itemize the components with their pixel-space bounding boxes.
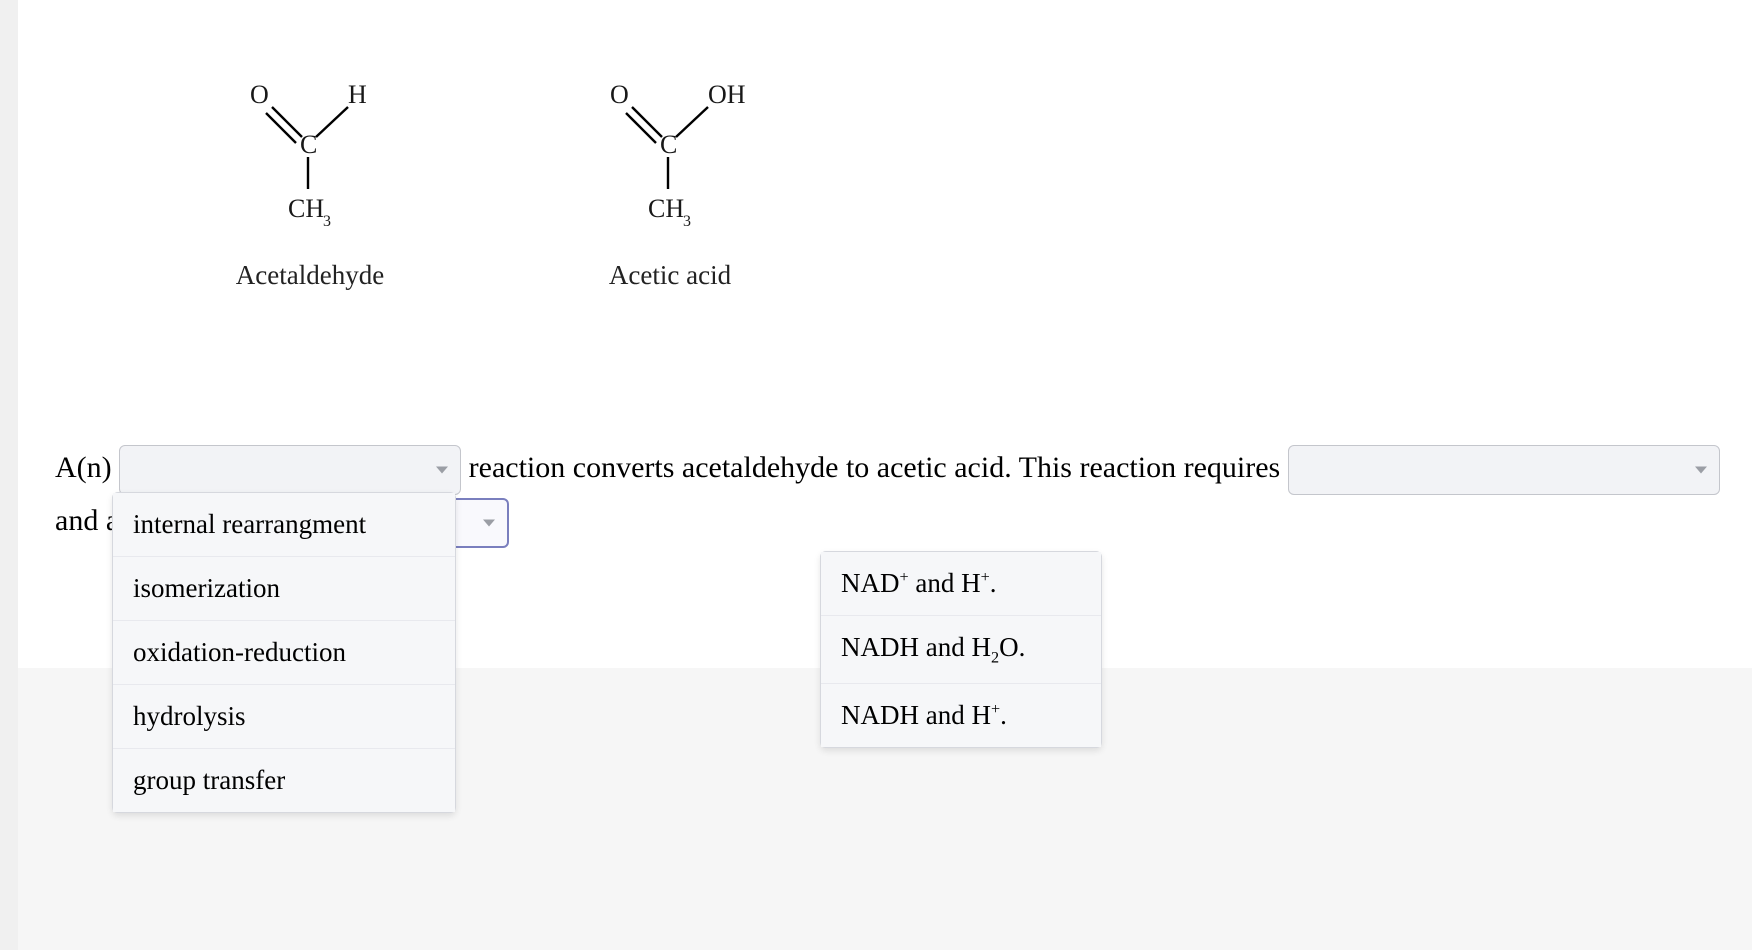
select-reaction-type[interactable] [119,445,461,495]
svg-text:3: 3 [323,213,331,230]
svg-text:O: O [610,85,629,109]
dropdown-reaction-type-option[interactable]: internal rearrangment [113,493,455,557]
svg-text:O: O [250,85,269,109]
dropdown-produces-option[interactable]: NAD+ and H+. [821,552,1101,616]
dropdown-reaction-type-option[interactable]: isomerization [113,557,455,621]
svg-text:C: C [660,130,677,159]
molecule-acetaldehyde-svg: O H C CH 3 [220,85,400,240]
dropdown-reaction-type-option[interactable]: oxidation-reduction [113,621,455,685]
svg-text:CH: CH [648,194,684,223]
dropdown-produces-option[interactable]: NADH and H+. [821,684,1101,747]
select-requires[interactable] [1288,445,1720,495]
question-prefix: A(n) [55,451,119,484]
svg-text:3: 3 [683,213,691,230]
svg-text:C: C [300,130,317,159]
page-left-border [0,0,18,950]
molecule-acetic-acid-svg: O OH C CH 3 [580,85,760,240]
mol2-topright: OH [708,85,746,109]
chevron-down-icon [1695,467,1707,474]
chevron-down-icon [436,467,448,474]
molecule-acetaldehyde-label: Acetaldehyde [200,260,420,291]
svg-text:CH: CH [288,194,324,223]
dropdown-reaction-type-option[interactable]: group transfer [113,749,455,812]
dropdown-reaction-type-option[interactable]: hydrolysis [113,685,455,749]
mol1-topright: H [348,85,367,109]
molecule-row: O H C CH 3 Acetaldehyde O OH C CH 3 Acet… [200,85,780,291]
question-mid1: reaction converts acetaldehyde to acetic… [469,451,1288,484]
dropdown-produces-option[interactable]: NADH and H2O. [821,616,1101,684]
molecule-acetic-acid-label: Acetic acid [560,260,780,291]
molecule-acetaldehyde: O H C CH 3 Acetaldehyde [200,85,420,291]
dropdown-produces: NAD+ and H+.NADH and H2O.NADH and H+. [820,551,1102,748]
dropdown-reaction-type: internal rearrangmentisomerizationoxidat… [112,492,456,813]
molecule-acetic-acid: O OH C CH 3 Acetic acid [560,85,780,291]
chevron-down-icon [483,520,495,527]
